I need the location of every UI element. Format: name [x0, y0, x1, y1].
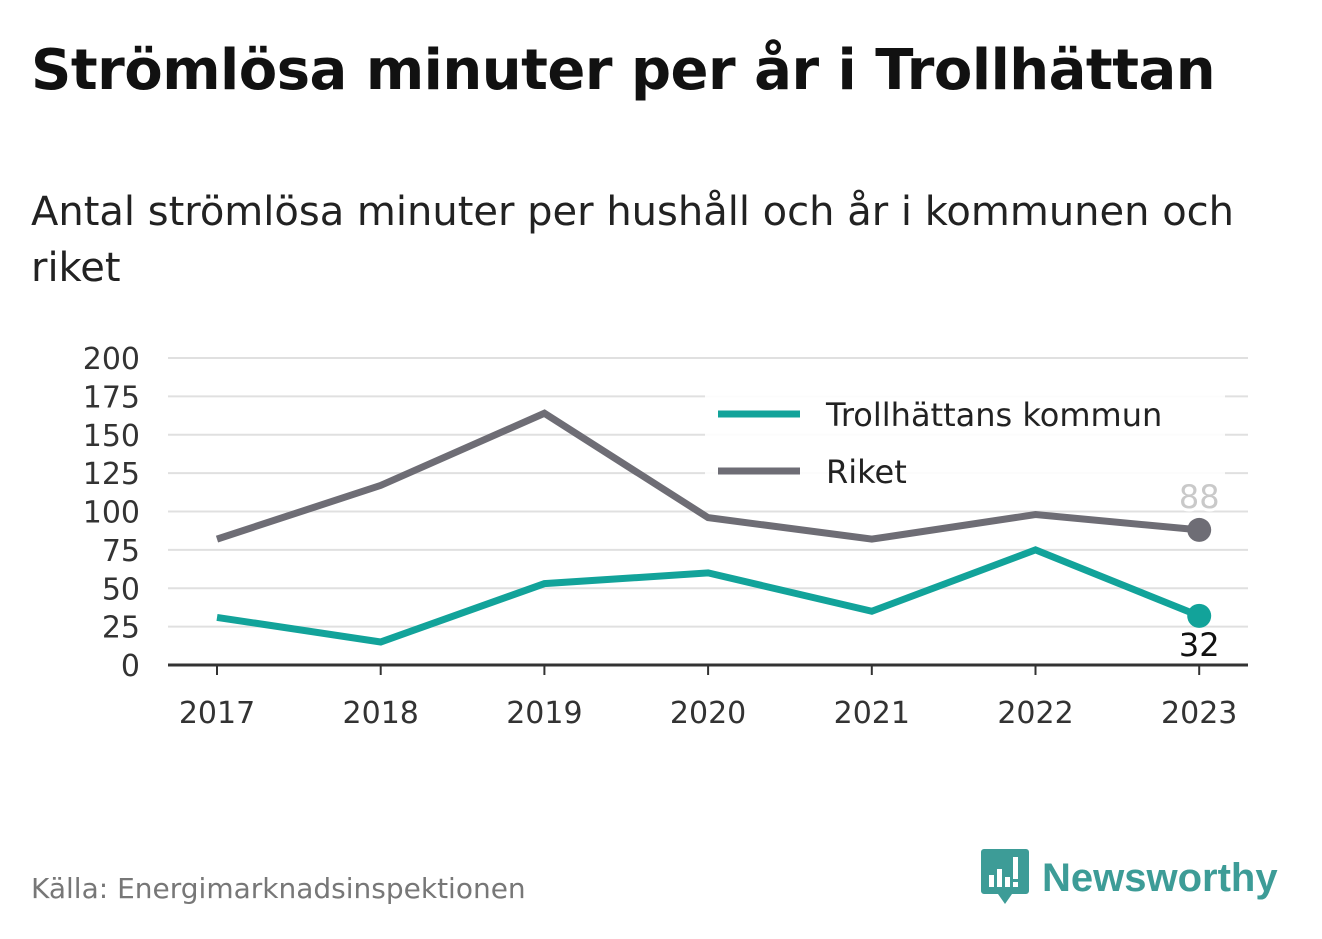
x-tick-label: 2022	[997, 696, 1073, 731]
chart-subtitle: Antal strömlösa minuter per hushåll och …	[31, 189, 1235, 291]
end-label-kommun: 32	[1179, 626, 1220, 664]
series-line-0	[216, 546, 1201, 646]
y-tick-label: 100	[83, 496, 140, 531]
end-point-1	[1187, 517, 1212, 542]
x-tick-label: 2019	[506, 696, 582, 731]
source-note: Källa: Energimarknadsinspektionen	[31, 872, 526, 905]
end-labels: 32 88	[1176, 475, 1223, 664]
legend: Trollhättans kommun Riket	[705, 388, 1225, 498]
y-tick-label: 200	[83, 342, 140, 377]
x-axis: 2017 2018 2019 2020 2021 2022 2023	[168, 663, 1248, 731]
chart-title: Strömlösa minuter per år i Trollhättan	[31, 38, 1216, 103]
y-tick-label: 175	[83, 380, 140, 415]
end-point-0	[1187, 603, 1212, 628]
y-tick-label: 0	[121, 649, 140, 684]
x-tick-label: 2020	[670, 696, 746, 731]
legend-label: Trollhättans kommun	[825, 396, 1162, 434]
y-tick-label: 75	[102, 534, 140, 569]
series-line-1	[215, 409, 1200, 543]
series-lines	[215, 409, 1212, 646]
brand-logo: Newsworthy	[980, 848, 1278, 908]
x-tick-label: 2017	[179, 696, 255, 731]
x-tick-label: 2018	[343, 696, 419, 731]
brand-name: Newsworthy	[1042, 855, 1278, 900]
legend-label: Riket	[826, 453, 907, 491]
y-tick-label: 25	[102, 611, 140, 646]
y-tick-label: 150	[83, 419, 140, 454]
x-tick-label: 2023	[1161, 696, 1237, 731]
end-label-riket: 88	[1179, 478, 1220, 516]
y-tick-label: 50	[102, 572, 140, 607]
newsworthy-logo-icon	[981, 849, 1029, 904]
x-tick-label: 2021	[834, 696, 910, 731]
y-tick-label: 125	[83, 457, 140, 492]
legend-bg	[705, 388, 1225, 498]
